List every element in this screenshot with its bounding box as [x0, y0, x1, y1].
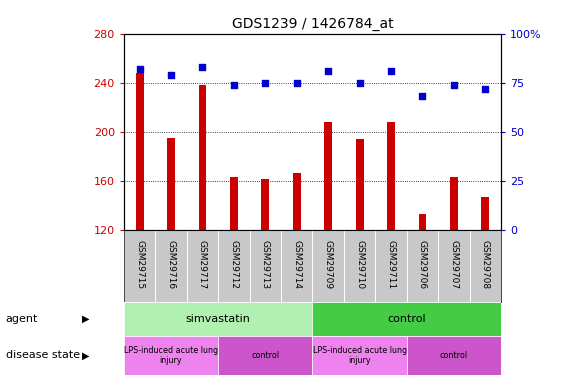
Text: control: control — [440, 351, 468, 360]
Point — [229, 82, 238, 88]
Text: GSM29710: GSM29710 — [355, 240, 364, 289]
Bar — [218, 336, 312, 375]
Text: GSM29717: GSM29717 — [198, 240, 207, 289]
Point — [481, 86, 490, 92]
Text: ▶: ▶ — [82, 314, 89, 324]
Bar — [312, 302, 501, 336]
Text: GSM29715: GSM29715 — [135, 240, 144, 289]
Text: simvastatin: simvastatin — [186, 314, 251, 324]
Point — [355, 80, 364, 86]
Text: GSM29707: GSM29707 — [449, 240, 458, 289]
Point — [292, 80, 301, 86]
Text: ▶: ▶ — [82, 350, 89, 360]
Text: GSM29714: GSM29714 — [292, 240, 301, 289]
Bar — [312, 336, 406, 375]
Bar — [167, 138, 175, 230]
Title: GDS1239 / 1426784_at: GDS1239 / 1426784_at — [231, 17, 394, 32]
Bar — [261, 179, 269, 230]
Point — [198, 64, 207, 70]
Text: agent: agent — [6, 314, 38, 324]
Text: disease state: disease state — [6, 350, 80, 360]
Point — [418, 93, 427, 99]
Point — [449, 82, 458, 88]
Bar — [481, 196, 489, 230]
Bar — [230, 177, 238, 230]
Bar — [124, 336, 218, 375]
Text: GSM29708: GSM29708 — [481, 240, 490, 289]
Text: GSM29709: GSM29709 — [324, 240, 333, 289]
Text: GSM29706: GSM29706 — [418, 240, 427, 289]
Text: control: control — [387, 314, 426, 324]
Point — [324, 68, 333, 74]
Bar — [450, 177, 458, 230]
Bar — [124, 302, 312, 336]
Bar — [324, 122, 332, 230]
Bar — [356, 139, 364, 230]
Bar — [293, 173, 301, 230]
Point — [167, 72, 176, 78]
Bar — [406, 336, 501, 375]
Text: GSM29716: GSM29716 — [167, 240, 176, 289]
Text: GSM29711: GSM29711 — [387, 240, 396, 289]
Point — [387, 68, 396, 74]
Text: GSM29713: GSM29713 — [261, 240, 270, 289]
Bar — [418, 214, 426, 230]
Bar — [387, 122, 395, 230]
Text: GSM29712: GSM29712 — [229, 240, 238, 289]
Text: LPS-induced acute lung
injury: LPS-induced acute lung injury — [124, 346, 218, 365]
Point — [135, 66, 144, 72]
Bar — [199, 85, 207, 230]
Text: LPS-induced acute lung
injury: LPS-induced acute lung injury — [312, 346, 406, 365]
Point — [261, 80, 270, 86]
Text: control: control — [251, 351, 279, 360]
Bar — [136, 73, 144, 230]
